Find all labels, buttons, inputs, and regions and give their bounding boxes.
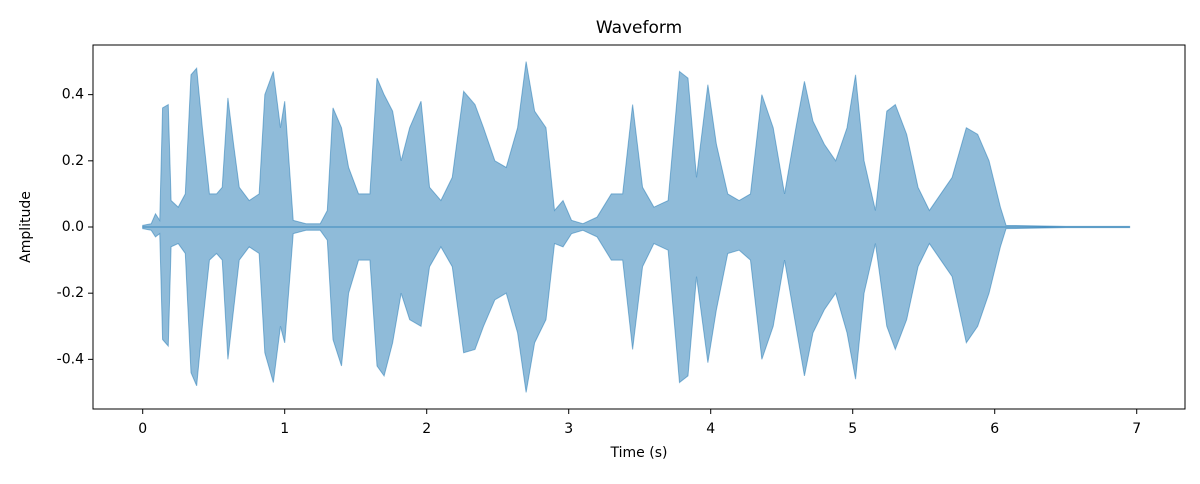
x-tick-label: 5 xyxy=(848,421,857,437)
y-tick-label: 0.2 xyxy=(62,153,84,169)
y-tick-label: -0.4 xyxy=(57,351,84,367)
x-tick-label: 6 xyxy=(990,421,999,437)
waveform-upper xyxy=(142,61,1131,228)
y-axis-label: Amplitude xyxy=(18,191,34,263)
x-axis-label: Time (s) xyxy=(610,445,668,461)
x-tick-label: 0 xyxy=(138,421,147,437)
y-tick-label: 0.0 xyxy=(62,219,84,235)
x-tick-label: 2 xyxy=(422,421,431,437)
y-tick-label: -0.2 xyxy=(57,285,84,301)
y-tick-label: 0.4 xyxy=(62,87,84,103)
x-tick-label: 7 xyxy=(1132,421,1141,437)
x-tick-label: 1 xyxy=(280,421,289,437)
x-tick-label: 3 xyxy=(564,421,573,437)
waveform-lower xyxy=(142,226,1131,393)
plot-frame xyxy=(92,44,1186,410)
chart-title: Waveform xyxy=(596,18,682,38)
x-tick-label: 4 xyxy=(706,421,715,437)
